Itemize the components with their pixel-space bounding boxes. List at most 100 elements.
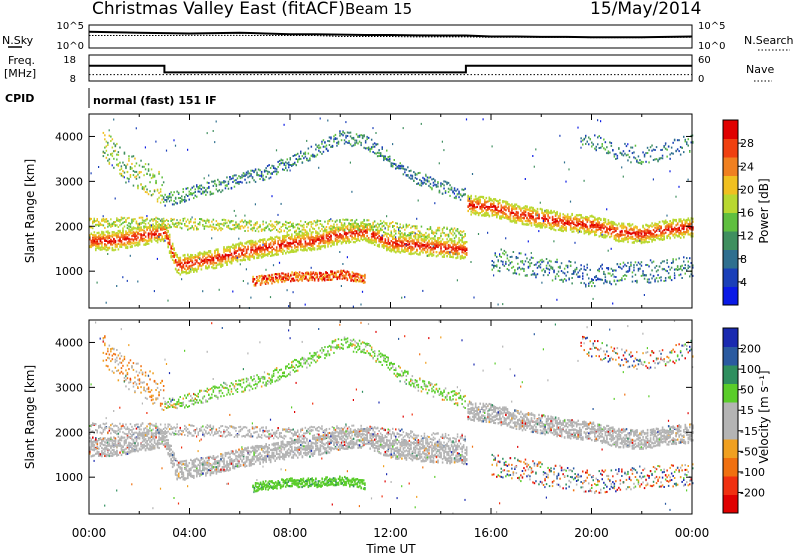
cpid-value: normal (fast) 151 IF [93, 94, 217, 107]
main-echo-mark [389, 249, 391, 252]
main-echo-mark [449, 245, 451, 248]
upper-arc-mark [212, 192, 215, 195]
upper-arc-mark [301, 155, 304, 158]
main-echo-mark [266, 247, 269, 250]
main-echo-mark [589, 215, 592, 218]
main-echo-mark [345, 233, 347, 236]
main-echo-mark [499, 210, 501, 213]
upper-arc-mark [464, 187, 466, 190]
main-echo-mark [324, 244, 326, 247]
main-echo-mark [129, 243, 132, 246]
main-echo-mark [137, 236, 139, 239]
main-echo-mark [517, 214, 519, 217]
secondary-echo-mark [316, 219, 319, 222]
upper-arc-mark [417, 172, 420, 175]
secondary-echo-mark [235, 221, 237, 224]
high-echo-mark [102, 150, 105, 153]
upper-arc-mark [196, 184, 198, 187]
secondary-echo-mark [218, 222, 221, 225]
main-echo-mark [521, 211, 524, 214]
main-echo-mark [538, 213, 540, 216]
upper-arc-mark [196, 195, 198, 198]
main-echo-mark [182, 264, 185, 267]
sparse-mark [420, 122, 422, 125]
secondary-echo-mark [107, 222, 109, 225]
main-echo-mark [304, 233, 307, 236]
upper-arc-mark [431, 178, 433, 181]
secondary-echo-mark [227, 224, 230, 227]
main-echo-mark [530, 224, 533, 227]
lower-band-mark [577, 275, 579, 278]
main-echo-mark [399, 235, 402, 238]
upper-arc-mark [286, 162, 288, 165]
upper-arc-mark [383, 156, 385, 159]
main-echo-mark [125, 231, 127, 234]
main-echo-mark [401, 248, 403, 251]
upper-arc-mark [188, 198, 190, 201]
secondary-echo-mark [438, 237, 441, 240]
main-echo-mark [327, 245, 329, 248]
upper-arc-mark [378, 152, 380, 155]
afternoon-high-mark [591, 141, 593, 144]
main-echo-mark [248, 254, 251, 258]
main-echo-mark [506, 217, 509, 220]
secondary-echo-mark [262, 220, 264, 223]
main-echo-mark [386, 235, 388, 238]
secondary-echo-mark [393, 225, 395, 227]
main-echo-mark [300, 242, 302, 245]
upper-arc-mark [298, 158, 300, 161]
main-echo-mark [199, 251, 201, 254]
sparse-mark [399, 226, 401, 229]
main-echo-mark [532, 208, 534, 211]
upper-arc-mark [440, 185, 442, 188]
main-echo-mark [303, 238, 305, 241]
main-echo-mark [297, 232, 299, 235]
main-echo-mark [131, 244, 133, 247]
main-echo-mark [262, 248, 264, 251]
main-echo-mark [444, 252, 447, 255]
main-echo-mark [524, 223, 527, 226]
main-echo-mark [398, 250, 400, 253]
main-echo-mark [144, 238, 147, 242]
main-echo-mark [502, 201, 504, 204]
main-echo-mark [306, 249, 308, 252]
main-echo-mark [467, 199, 469, 202]
main-echo-mark [202, 256, 204, 259]
high-echo-mark [108, 134, 111, 137]
lower-band-mark [580, 264, 582, 267]
secondary-echo-mark [126, 217, 129, 220]
main-echo-mark [96, 231, 99, 235]
main-echo-mark [367, 238, 370, 241]
main-echo-mark [217, 256, 219, 259]
lower-band-mark [556, 273, 558, 276]
upper-arc-mark [337, 140, 340, 143]
main-echo-mark [509, 212, 512, 215]
main-echo-mark [196, 270, 198, 273]
main-echo-mark [282, 235, 284, 238]
secondary-echo-mark [144, 222, 147, 225]
secondary-echo-mark [196, 228, 198, 231]
main-echo-mark [423, 239, 426, 242]
main-echo-mark [167, 235, 169, 238]
upper-arc-mark [355, 133, 358, 136]
main-echo-mark [358, 233, 361, 236]
upper-arc-mark [379, 155, 382, 157]
main-echo-mark [286, 233, 289, 236]
secondary-echo-mark [392, 221, 394, 223]
main-echo-mark [247, 255, 249, 258]
main-echo-mark [331, 241, 334, 244]
sparse-mark [468, 197, 471, 200]
main-echo-mark [116, 243, 118, 246]
upper-arc-mark [453, 187, 456, 190]
upper-arc-mark [177, 191, 180, 194]
upper-arc-mark [191, 192, 193, 195]
secondary-echo-mark [443, 232, 445, 235]
main-echo-mark [591, 225, 593, 228]
main-echo-mark [295, 245, 298, 249]
main-echo-mark [583, 228, 586, 231]
high-echo-mark [162, 181, 165, 184]
secondary-echo-mark [319, 230, 322, 233]
main-echo-mark [101, 243, 103, 246]
secondary-echo-mark [197, 222, 199, 225]
